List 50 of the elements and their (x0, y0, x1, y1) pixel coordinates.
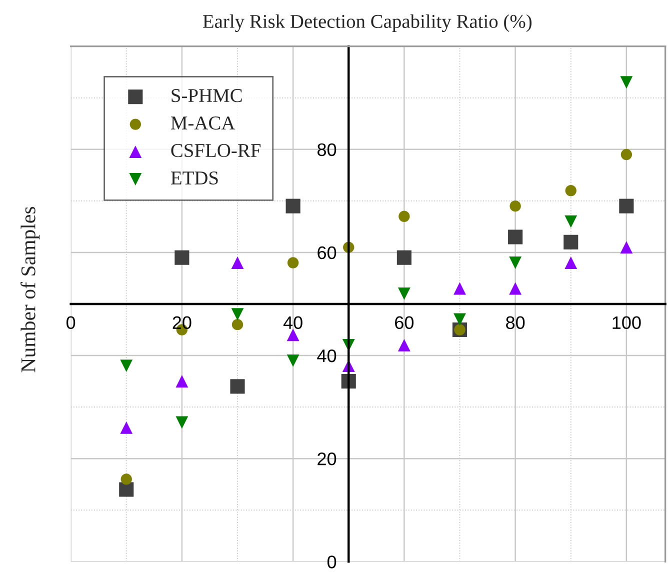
y-tick-label: 80 (318, 143, 336, 156)
point (620, 148, 632, 160)
point (509, 282, 522, 295)
chart-title: Early Risk Detection Capability Ratio (%) (202, 14, 532, 32)
point (230, 379, 245, 394)
x-tick-label: 0 (66, 316, 76, 330)
point (454, 313, 466, 326)
point (620, 76, 633, 89)
x-tick-label: 60 (395, 316, 414, 330)
point (620, 241, 633, 254)
point (176, 416, 188, 429)
legend-label: S-PHMC (172, 89, 242, 102)
y-tick-label: 20 (318, 452, 336, 466)
point (398, 287, 410, 300)
point (120, 360, 133, 372)
point (286, 328, 300, 342)
point (120, 474, 132, 485)
point (287, 257, 299, 268)
point (176, 375, 188, 388)
point (565, 185, 576, 196)
point (398, 338, 410, 352)
legend-label: M-ACA (170, 116, 236, 130)
point (398, 210, 410, 222)
point (232, 318, 244, 330)
y-tick-label: 40 (317, 349, 336, 362)
point (119, 482, 134, 497)
x-tick-label: 80 (506, 316, 525, 330)
point (286, 354, 300, 367)
point (454, 282, 466, 295)
point (509, 256, 522, 269)
y-axis-title: Number of Samples (20, 206, 40, 372)
x-tick-label: 100 (612, 316, 641, 330)
point (231, 256, 244, 269)
point (619, 198, 634, 214)
point (396, 250, 412, 265)
point (120, 421, 133, 434)
point (564, 256, 578, 269)
x-tick-label: 40 (283, 316, 302, 330)
point (174, 250, 190, 265)
point (286, 198, 300, 214)
point (231, 308, 244, 320)
point (564, 234, 578, 250)
legend-label: ETDS (170, 171, 218, 185)
point (510, 200, 521, 212)
y-tick-label: 60 (318, 246, 336, 260)
legend-label: CSFLO-RF (171, 144, 260, 158)
point (564, 215, 578, 228)
point (508, 230, 523, 244)
x-tick-label: 20 (172, 316, 192, 330)
y-tick-label: 0 (327, 556, 336, 568)
